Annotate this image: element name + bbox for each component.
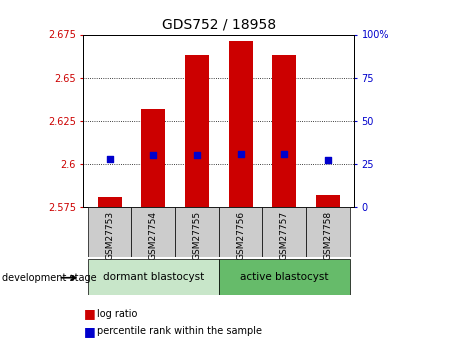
Text: active blastocyst: active blastocyst xyxy=(240,272,328,282)
Point xyxy=(193,152,201,158)
Text: GSM27754: GSM27754 xyxy=(149,211,158,260)
Bar xyxy=(272,55,296,207)
Point xyxy=(106,156,113,161)
Text: log ratio: log ratio xyxy=(97,309,138,319)
Bar xyxy=(141,109,165,207)
Text: development stage: development stage xyxy=(2,273,97,283)
Bar xyxy=(175,207,219,257)
Bar xyxy=(131,207,175,257)
Text: GSM27757: GSM27757 xyxy=(280,211,289,260)
Bar xyxy=(316,195,340,207)
Bar xyxy=(97,197,122,207)
Bar xyxy=(88,259,219,295)
Text: ■: ■ xyxy=(83,307,95,321)
Bar xyxy=(88,207,131,257)
Text: GSM27753: GSM27753 xyxy=(105,211,114,260)
Text: percentile rank within the sample: percentile rank within the sample xyxy=(97,326,262,336)
Text: GSM27755: GSM27755 xyxy=(193,211,202,260)
Point xyxy=(150,152,157,158)
Text: dormant blastocyst: dormant blastocyst xyxy=(103,272,204,282)
Point xyxy=(237,151,244,156)
Bar xyxy=(219,207,262,257)
Bar xyxy=(306,207,350,257)
Text: GSM27758: GSM27758 xyxy=(323,211,332,260)
Bar xyxy=(262,207,306,257)
Bar xyxy=(185,55,209,207)
Bar xyxy=(229,41,253,207)
Text: GSM27756: GSM27756 xyxy=(236,211,245,260)
Title: GDS752 / 18958: GDS752 / 18958 xyxy=(161,18,276,32)
Text: ■: ■ xyxy=(83,325,95,338)
Point xyxy=(324,158,331,163)
Point xyxy=(281,151,288,156)
Bar xyxy=(219,259,350,295)
